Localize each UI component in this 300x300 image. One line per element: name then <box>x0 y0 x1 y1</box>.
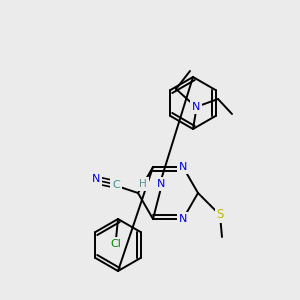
Text: N: N <box>179 162 187 172</box>
Text: N: N <box>179 214 187 224</box>
Text: N: N <box>92 174 100 184</box>
Text: H: H <box>139 179 147 189</box>
Text: S: S <box>216 208 224 221</box>
Text: N: N <box>157 179 165 189</box>
Text: N: N <box>192 102 200 112</box>
Text: Cl: Cl <box>111 239 122 249</box>
Text: C: C <box>112 180 120 190</box>
